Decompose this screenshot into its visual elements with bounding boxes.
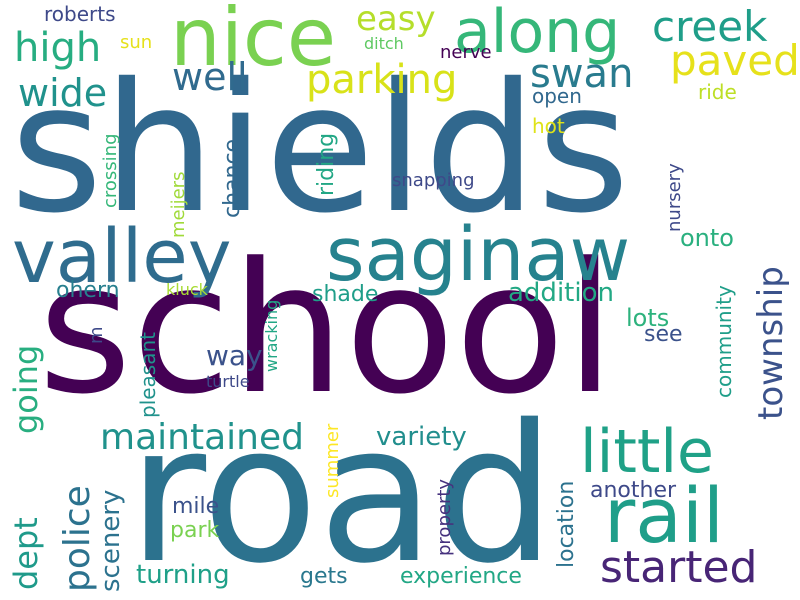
word-nursery: nursery	[664, 163, 685, 232]
word-parking: parking	[306, 57, 458, 103]
word-mile: mile	[172, 494, 220, 519]
word-ride: ride	[698, 80, 737, 104]
word-high: high	[14, 25, 102, 71]
word-dept: dept	[7, 517, 45, 590]
word-maintained: maintained	[100, 417, 304, 458]
word-location: location	[554, 480, 579, 568]
word-open: open	[532, 84, 582, 108]
word-meijers: meijers	[168, 171, 189, 238]
word-valley: valley	[12, 214, 232, 300]
word-police: police	[57, 485, 98, 592]
word-saginaw: saginaw	[326, 212, 631, 298]
word-experience: experience	[400, 564, 522, 589]
word-nice: nice	[170, 0, 337, 84]
word-pleasant: pleasant	[136, 331, 160, 418]
word-way: way	[206, 339, 263, 372]
word-m: m	[86, 326, 107, 344]
word-nerve: nerve	[440, 42, 492, 63]
word-ditch: ditch	[364, 34, 404, 53]
word-shields: shields	[10, 45, 630, 252]
word-paved: paved	[670, 36, 800, 85]
word-park: park	[170, 518, 220, 543]
word-summer: summer	[322, 423, 343, 498]
word-variety: variety	[376, 422, 467, 452]
word-along: along	[454, 0, 621, 67]
word-addition: addition	[508, 278, 614, 308]
word-hot: hot	[532, 114, 565, 138]
word-gets: gets	[300, 564, 348, 589]
word-lots: lots	[626, 304, 670, 332]
word-riding: riding	[314, 132, 339, 196]
word-community: community	[712, 285, 736, 398]
word-scenery: scenery	[96, 489, 126, 592]
word-turtle: turtle	[206, 372, 250, 391]
word-wide: wide	[18, 71, 108, 115]
word-ohern: ohern	[56, 278, 120, 303]
word-started: started	[600, 542, 758, 593]
word-sun: sun	[120, 32, 153, 53]
word-going: going	[7, 344, 45, 434]
word-snapping: snapping	[392, 170, 475, 191]
word-another: another	[590, 478, 677, 503]
word-swan: swan	[530, 51, 634, 97]
word-property: property	[434, 478, 455, 556]
word-school: school	[38, 225, 616, 434]
word-easy: easy	[356, 0, 436, 39]
word-onto: onto	[680, 224, 734, 252]
word-crossing: crossing	[100, 133, 121, 208]
word-rail: rail	[604, 471, 725, 560]
word-kluck: kluck	[166, 280, 208, 299]
word-chance: chance	[220, 138, 245, 218]
word-little: little	[580, 417, 714, 487]
word-creek: creek	[652, 2, 768, 51]
word-well: well	[172, 55, 248, 99]
word-wracking: wracking	[262, 299, 281, 372]
word-road: road	[128, 384, 556, 600]
word-township: township	[751, 266, 791, 420]
word-roberts: roberts	[44, 2, 116, 26]
word-turning: turning	[136, 560, 230, 590]
word-see: see	[644, 322, 683, 347]
word-shade: shade	[312, 282, 379, 307]
